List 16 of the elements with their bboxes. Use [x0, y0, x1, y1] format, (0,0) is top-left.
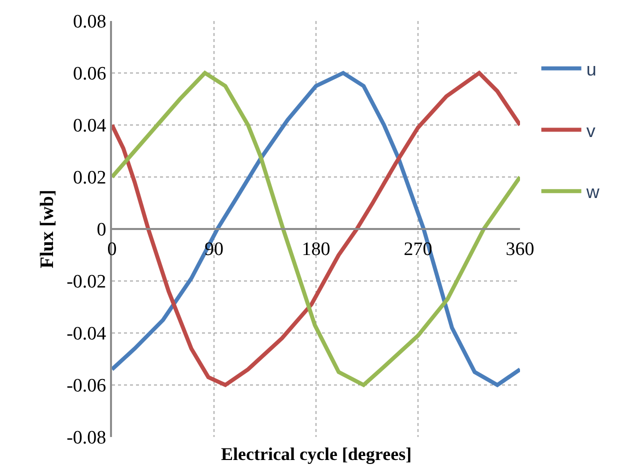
y-tick-label: 0	[96, 220, 106, 241]
y-tick-label: -0.04	[66, 324, 107, 345]
x-tick-label: 360	[506, 238, 534, 260]
y-tick-label: -0.08	[66, 428, 106, 449]
y-tick-label: 0.08	[72, 12, 106, 33]
y-tick-label: 0.04	[72, 116, 107, 137]
y-tick-label: 0.02	[72, 168, 106, 189]
legend-label: w	[585, 182, 600, 202]
x-axis-title: Electrical cycle [degrees]	[221, 444, 412, 464]
y-tick-label: 0.06	[72, 64, 106, 85]
y-tick-label: -0.06	[66, 376, 106, 397]
x-tick-label: 180	[302, 238, 330, 260]
legend-label: v	[586, 120, 596, 141]
y-tick-label: -0.02	[66, 272, 106, 293]
y-axis-title: Flux [wb]	[36, 190, 58, 268]
legend-label: u	[586, 59, 596, 80]
